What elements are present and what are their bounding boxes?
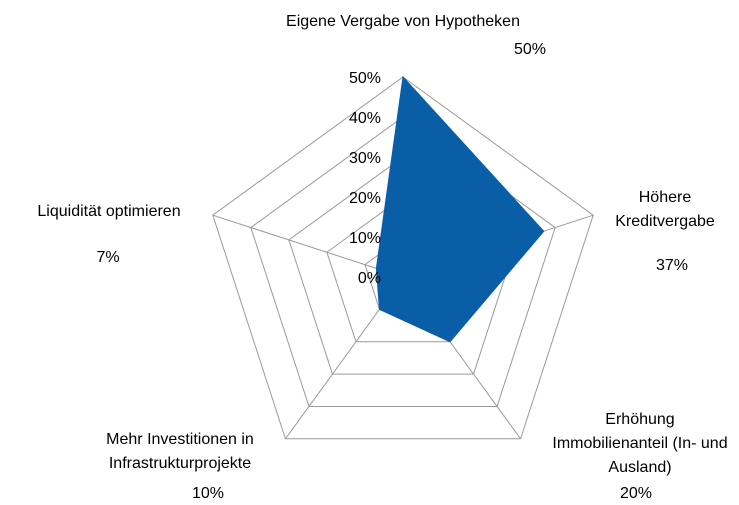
category-label: Höhere Kreditvergabe — [615, 189, 715, 230]
category-label: Erhöhung Immobilienanteil (In- und Ausla… — [552, 411, 728, 476]
r-tick-label: 50% — [349, 70, 381, 87]
r-tick-label: 0% — [358, 270, 381, 287]
value-label: 50% — [514, 41, 546, 58]
data-area — [375, 75, 545, 343]
value-label: 10% — [192, 485, 224, 502]
value-label: 37% — [656, 257, 688, 274]
value-label: 7% — [96, 249, 119, 266]
r-tick-label: 30% — [349, 150, 381, 167]
r-tick-label: 10% — [349, 230, 381, 247]
grid-ring — [212, 76, 594, 440]
axis-spoke — [212, 214, 404, 278]
category-label: Liquidität optimieren — [37, 203, 181, 220]
value-label: 20% — [620, 485, 652, 502]
category-label: Mehr Investitionen in Infrastrukturproje… — [106, 431, 254, 472]
grid-ring — [250, 116, 556, 407]
r-tick-label: 20% — [349, 190, 381, 207]
category-label: Eigene Vergabe von Hypotheken — [286, 13, 520, 30]
r-tick-label: 40% — [349, 110, 381, 127]
